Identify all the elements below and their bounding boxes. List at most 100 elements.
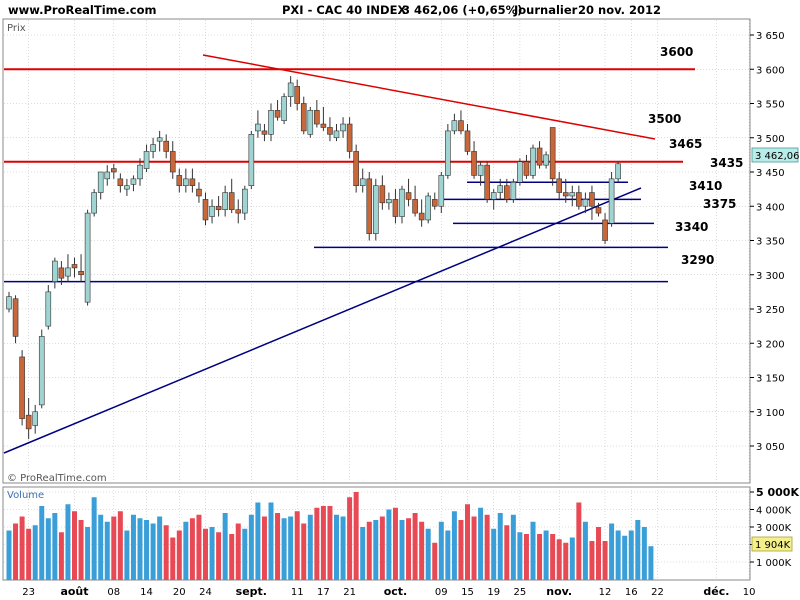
candle-body (477, 164, 484, 176)
date-tick-label: déc. (703, 585, 729, 598)
price-tick-label: 3 350 (756, 237, 785, 248)
date-tick-label: 21 (343, 587, 356, 598)
candle-body (412, 199, 418, 214)
candle-body (228, 192, 235, 210)
volume-bar (451, 511, 457, 580)
candle-body (386, 199, 392, 204)
volume-bar (458, 520, 464, 580)
date-tick-label: 23 (22, 587, 35, 598)
volume-bar (314, 507, 320, 580)
candle-body (569, 192, 576, 197)
candle-body (615, 163, 621, 180)
candle-body (294, 86, 301, 104)
volume-bar (392, 507, 398, 580)
volume-bar (340, 516, 346, 580)
price-tick-label: 3 650 (756, 31, 785, 42)
volume-bar (373, 520, 379, 580)
volume-bar (19, 516, 25, 580)
volume-bar (399, 520, 405, 580)
candle-body (150, 144, 156, 152)
volume-bar (471, 516, 477, 580)
volume-bar (484, 514, 490, 580)
price-tick-label: 3 450 (756, 168, 785, 179)
volume-bar (255, 502, 261, 580)
volume-bar (589, 541, 595, 580)
volume-bar (445, 530, 451, 580)
date-tick-label: 24 (199, 587, 212, 598)
candle-body (169, 151, 176, 173)
candle-body (418, 212, 425, 221)
candle-body (209, 205, 215, 217)
candle-body (58, 267, 65, 279)
date-tick-label: 14 (140, 587, 153, 598)
candle-body (248, 134, 255, 186)
volume-bar (124, 530, 130, 580)
candle-body (314, 110, 320, 125)
volume-bar (32, 525, 38, 580)
volume-bar (85, 527, 91, 580)
candle-body (6, 296, 12, 310)
volume-bar (294, 511, 300, 580)
volume-bar (609, 523, 615, 580)
volume-bar (130, 514, 136, 580)
volume-bar (648, 546, 654, 580)
volume-bar (222, 513, 228, 580)
volume-bar (543, 530, 549, 580)
candle-body (562, 192, 569, 197)
instrument-name: PXI - CAC 40 INDEX (282, 3, 406, 17)
candle-body (523, 161, 530, 176)
volume-bar (379, 516, 385, 580)
volume-bar (203, 528, 208, 580)
volume-bar (406, 518, 412, 580)
volume-bar (353, 492, 359, 580)
date-tick-label: 25 (514, 587, 527, 598)
last-volume-badge (751, 536, 793, 552)
candle-body (405, 192, 412, 200)
candle-body (255, 123, 261, 132)
date-tick-label: nov. (546, 585, 572, 598)
candles (6, 76, 621, 440)
candle-body (399, 188, 405, 217)
volume-panel-label: Volume (7, 490, 44, 501)
volume-bar (425, 528, 431, 580)
candle-body (366, 178, 373, 234)
candle-body (104, 171, 111, 180)
candle-body (556, 178, 563, 193)
volume-bar (235, 523, 241, 580)
volume-bar (602, 541, 608, 580)
volume-bar (242, 528, 248, 580)
volume-bar (176, 530, 182, 580)
volume-bar (504, 525, 510, 580)
candle-body (215, 205, 222, 210)
date-tick-label: 09 (435, 587, 448, 598)
candle-body (183, 178, 189, 187)
date-tick-label: 19 (487, 587, 500, 598)
candle-body (445, 130, 451, 176)
candle-body (530, 147, 536, 176)
candle-body (340, 123, 346, 132)
last-price-badge (751, 147, 799, 163)
volume-bar (334, 514, 339, 580)
candle-body (582, 199, 589, 207)
candle-body (464, 130, 471, 152)
volume-bar (144, 520, 150, 580)
candle-body (359, 178, 366, 187)
candle-body (52, 260, 58, 282)
volume-bar (216, 532, 222, 580)
candle-body (589, 192, 595, 207)
candle-body (471, 151, 477, 176)
candle-body (372, 185, 379, 234)
candle-body (320, 123, 327, 128)
volume-bar (432, 542, 438, 580)
candle-body (176, 175, 183, 187)
volume-tick-label: 4 000K (756, 506, 792, 517)
volume-bar (183, 521, 189, 580)
price-tick-label: 3 200 (756, 339, 785, 350)
date-tick-label: 08 (107, 587, 120, 598)
period-label: Journalier (513, 3, 578, 17)
volume-bar (386, 509, 392, 580)
candle-body (19, 356, 25, 419)
volume-bar (582, 521, 588, 580)
level-label-3340: 3340 (675, 220, 708, 234)
date-tick-label: oct. (384, 585, 408, 598)
